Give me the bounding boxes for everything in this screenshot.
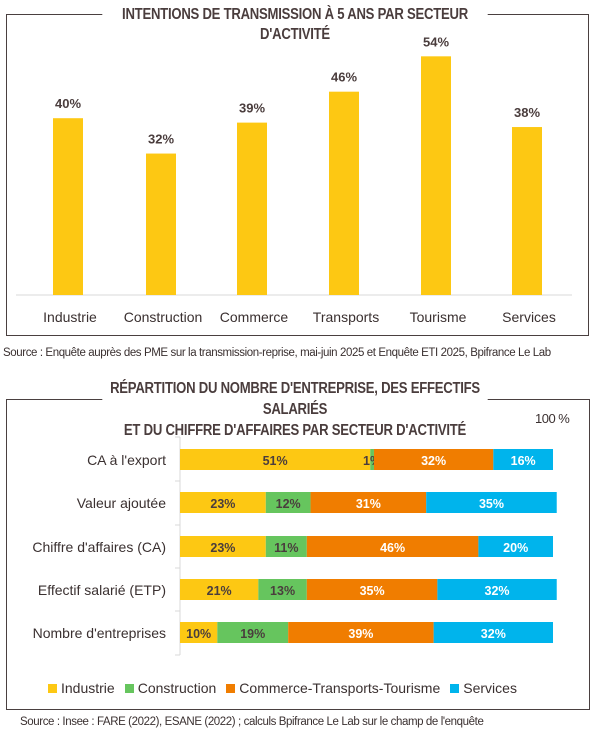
segment-construction — [258, 579, 307, 600]
legend-swatch — [226, 683, 236, 693]
data-label: 13% — [270, 584, 295, 598]
segment-services — [478, 536, 553, 557]
data-label: 38% — [514, 105, 540, 120]
legend-swatch — [48, 683, 57, 693]
bar-transports — [329, 91, 359, 296]
tick-label: Transports — [313, 309, 379, 325]
data-label: 40% — [55, 96, 81, 111]
data-label: 54% — [423, 34, 449, 49]
tick-label: Construction — [124, 309, 203, 325]
chart2-title-line1: RÉPARTITION DU NOMBRE D'ENTREPRISE, DES … — [110, 380, 480, 418]
legend-label: Services — [463, 680, 517, 696]
tick-label: Commerce — [220, 309, 289, 325]
data-label: 46% — [331, 70, 357, 85]
data-label: 35% — [479, 497, 504, 511]
category-label: Nombre d'entreprises — [33, 625, 166, 641]
data-label: 35% — [360, 584, 385, 598]
data-label: 12% — [276, 497, 301, 511]
data-label: 20% — [503, 541, 528, 555]
legend-label: Industrie — [61, 680, 115, 696]
data-label: 19% — [240, 627, 265, 641]
chart2-source: Source : Insee : FARE (2022), ESANE (202… — [20, 716, 484, 728]
segment-commerce-transports-tourisme — [310, 492, 427, 513]
bar-industrie — [53, 118, 83, 295]
bar-construction — [146, 153, 176, 295]
segment-construction — [265, 536, 307, 557]
segment-industrie — [180, 579, 259, 600]
segment-construction — [265, 492, 311, 513]
tick-label: Tourisme — [410, 309, 467, 325]
tick-label: Services — [502, 309, 556, 325]
category-label: Effectif salarié (ETP) — [38, 582, 166, 598]
data-label: 31% — [356, 497, 381, 511]
axis-max-label: 100 % — [535, 411, 570, 426]
chart1-plot: 40% Industrie 32% Construction 39% Commerce 46… — [16, 34, 572, 325]
chart2-legend: Industrie Construction Commerce-Transports… — [42, 680, 517, 696]
data-label: 32% — [421, 454, 446, 468]
segment-services — [493, 449, 553, 470]
data-label: 32% — [481, 627, 506, 641]
segment-construction — [370, 449, 374, 470]
legend-swatch — [124, 683, 134, 693]
segment-industrie — [180, 492, 266, 513]
legend-swatch — [450, 683, 460, 693]
segment-industrie — [180, 449, 371, 470]
chart2-title: RÉPARTITION DU NOMBRE D'ENTREPRISE, DES … — [102, 378, 488, 441]
legend-label: Commerce-Transports-Tourisme — [239, 680, 441, 696]
category-label: Valeur ajoutée — [77, 495, 166, 511]
data-label: 21% — [207, 584, 232, 598]
data-label: 32% — [485, 584, 510, 598]
segment-commerce-transports-tourisme — [373, 449, 494, 470]
data-label: 39% — [348, 627, 373, 641]
chart1-title: INTENTIONS DE TRANSMISSION À 5 ANS PAR S… — [102, 5, 488, 45]
segment-commerce-transports-tourisme — [306, 536, 479, 557]
segment-services — [426, 492, 557, 513]
bar-commerce — [237, 122, 267, 296]
segment-services — [437, 579, 557, 600]
category-label: Chiffre d'affaires (CA) — [32, 539, 166, 555]
segment-commerce-transports-tourisme — [288, 622, 434, 643]
data-label: 11% — [274, 541, 298, 555]
data-label: 51% — [263, 454, 288, 468]
data-label: 16% — [511, 454, 536, 468]
data-label: 23% — [210, 541, 235, 555]
data-label: 10% — [186, 627, 211, 641]
chart2-title-line2: ET DU CHIFFRE D'AFFAIRES PAR SECTEUR D'A… — [123, 422, 467, 439]
chart1-source: Source : Enquête auprès des PME sur la t… — [3, 347, 551, 359]
segment-commerce-transports-tourisme — [306, 579, 438, 600]
segment-construction — [217, 622, 289, 643]
chart2-plot: CA à l'export 51% 1% 32% 16%Valeur ajoutée 23… — [32, 436, 557, 656]
segment-industrie — [180, 622, 218, 643]
data-label: 32% — [148, 132, 174, 147]
data-label: 23% — [210, 497, 235, 511]
category-label: CA à l'export — [87, 452, 166, 468]
bar-tourisme — [421, 56, 451, 295]
segment-services — [433, 622, 553, 643]
legend-label: Construction — [137, 680, 217, 696]
bar-services — [512, 127, 542, 295]
data-label: 46% — [380, 541, 405, 555]
data-label: 39% — [239, 101, 265, 116]
tick-label: Industrie — [43, 309, 97, 325]
segment-industrie — [180, 536, 266, 557]
